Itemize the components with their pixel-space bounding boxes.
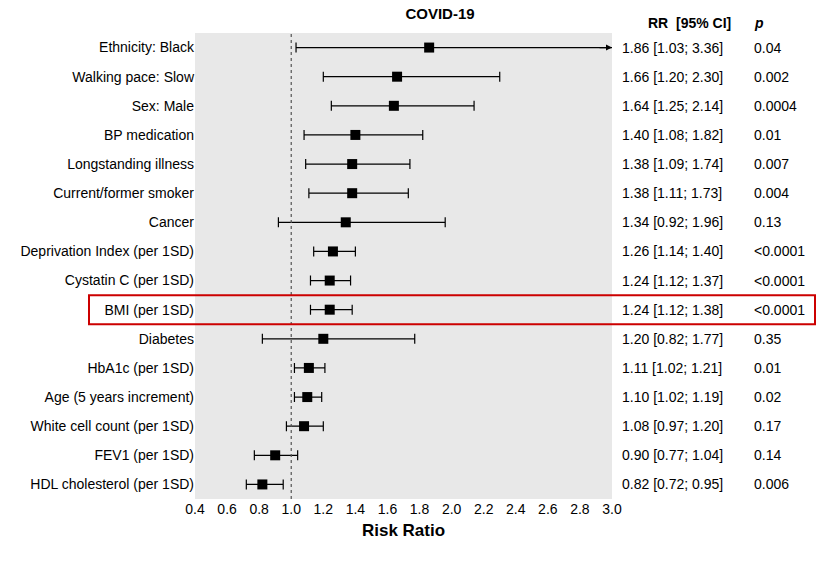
svg-text:Diabetes: Diabetes (139, 331, 194, 347)
svg-text:<0.0001: <0.0001 (754, 302, 805, 318)
svg-text:RR [95% CI]: RR [95% CI] (648, 15, 731, 31)
svg-text:Current/former smoker: Current/former smoker (53, 185, 194, 201)
svg-text:0.01: 0.01 (754, 360, 781, 376)
svg-text:Ethnicity: Black: Ethnicity: Black (99, 39, 195, 55)
svg-text:0.04: 0.04 (754, 40, 781, 56)
svg-text:HbA1c (per 1SD): HbA1c (per 1SD) (87, 360, 194, 376)
svg-text:2.8: 2.8 (570, 501, 590, 517)
svg-text:1.24 [1.12; 1.37]: 1.24 [1.12; 1.37] (622, 273, 723, 289)
svg-text:p: p (754, 15, 764, 31)
svg-text:<0.0001: <0.0001 (754, 243, 805, 259)
svg-text:1.8: 1.8 (410, 501, 430, 517)
svg-text:Longstanding illness: Longstanding illness (67, 156, 194, 172)
svg-text:0.82 [0.72; 0.95]: 0.82 [0.72; 0.95] (622, 476, 723, 492)
svg-text:0.13: 0.13 (754, 214, 781, 230)
svg-text:BP medication: BP medication (104, 127, 194, 143)
svg-text:Walking pace: Slow: Walking pace: Slow (72, 69, 195, 85)
svg-text:White cell count (per 1SD): White cell count (per 1SD) (31, 418, 194, 434)
svg-text:2.0: 2.0 (442, 501, 462, 517)
svg-text:0.17: 0.17 (754, 418, 781, 434)
svg-text:Cystatin C (per 1SD): Cystatin C (per 1SD) (65, 272, 194, 288)
svg-text:1.86 [1.03; 3.36]: 1.86 [1.03; 3.36] (622, 40, 723, 56)
svg-text:FEV1 (per 1SD): FEV1 (per 1SD) (94, 447, 194, 463)
svg-text:0.8: 0.8 (249, 501, 269, 517)
svg-text:0.6: 0.6 (217, 501, 237, 517)
svg-text:1.4: 1.4 (346, 501, 366, 517)
svg-text:<0.0001: <0.0001 (754, 273, 805, 289)
svg-text:0.35: 0.35 (754, 331, 781, 347)
svg-text:0.14: 0.14 (754, 447, 781, 463)
svg-text:0.006: 0.006 (754, 476, 789, 492)
svg-text:BMI (per 1SD): BMI (per 1SD) (105, 302, 194, 318)
svg-text:0.002: 0.002 (754, 69, 789, 85)
svg-text:0.4: 0.4 (185, 501, 205, 517)
svg-text:1.11 [1.02; 1.21]: 1.11 [1.02; 1.21] (622, 360, 722, 376)
svg-text:1.64 [1.25; 2.14]: 1.64 [1.25; 2.14] (622, 98, 723, 114)
svg-text:Risk Ratio: Risk Ratio (362, 521, 445, 540)
svg-text:0.004: 0.004 (754, 185, 789, 201)
svg-text:COVID-19: COVID-19 (405, 5, 474, 22)
svg-text:1.26 [1.14; 1.40]: 1.26 [1.14; 1.40] (622, 243, 723, 259)
svg-text:1.66 [1.20; 2.30]: 1.66 [1.20; 2.30] (622, 69, 723, 85)
svg-text:2.2: 2.2 (474, 501, 494, 517)
svg-text:0.007: 0.007 (754, 156, 789, 172)
svg-text:Age (5 years increment): Age (5 years increment) (45, 389, 194, 405)
svg-text:0.02: 0.02 (754, 389, 781, 405)
svg-text:HDL cholesterol (per 1SD): HDL cholesterol (per 1SD) (30, 476, 194, 492)
svg-text:1.2: 1.2 (314, 501, 334, 517)
svg-text:0.0004: 0.0004 (754, 98, 797, 114)
svg-text:1.34 [0.92; 1.96]: 1.34 [0.92; 1.96] (622, 214, 723, 230)
svg-text:1.20 [0.82; 1.77]: 1.20 [0.82; 1.77] (622, 331, 723, 347)
svg-text:1.10 [1.02; 1.19]: 1.10 [1.02; 1.19] (622, 389, 723, 405)
svg-text:1.24 [1.12; 1.38]: 1.24 [1.12; 1.38] (622, 302, 723, 318)
svg-text:2.4: 2.4 (506, 501, 526, 517)
svg-text:2.6: 2.6 (538, 501, 558, 517)
svg-text:Sex: Male: Sex: Male (132, 98, 194, 114)
svg-text:1.38 [1.09; 1.74]: 1.38 [1.09; 1.74] (622, 156, 723, 172)
svg-text:0.90 [0.77; 1.04]: 0.90 [0.77; 1.04] (622, 447, 723, 463)
svg-text:Deprivation Index (per 1SD): Deprivation Index (per 1SD) (20, 243, 194, 259)
svg-text:3.0: 3.0 (602, 501, 622, 517)
svg-text:1.6: 1.6 (378, 501, 398, 517)
svg-text:1.08 [0.97; 1.20]: 1.08 [0.97; 1.20] (622, 418, 723, 434)
svg-text:0.01: 0.01 (754, 127, 781, 143)
svg-text:Cancer: Cancer (149, 214, 194, 230)
svg-text:1.40 [1.08; 1.82]: 1.40 [1.08; 1.82] (622, 127, 723, 143)
svg-text:1.38 [1.11; 1.73]: 1.38 [1.11; 1.73] (622, 185, 722, 201)
svg-text:1.0: 1.0 (281, 501, 301, 517)
